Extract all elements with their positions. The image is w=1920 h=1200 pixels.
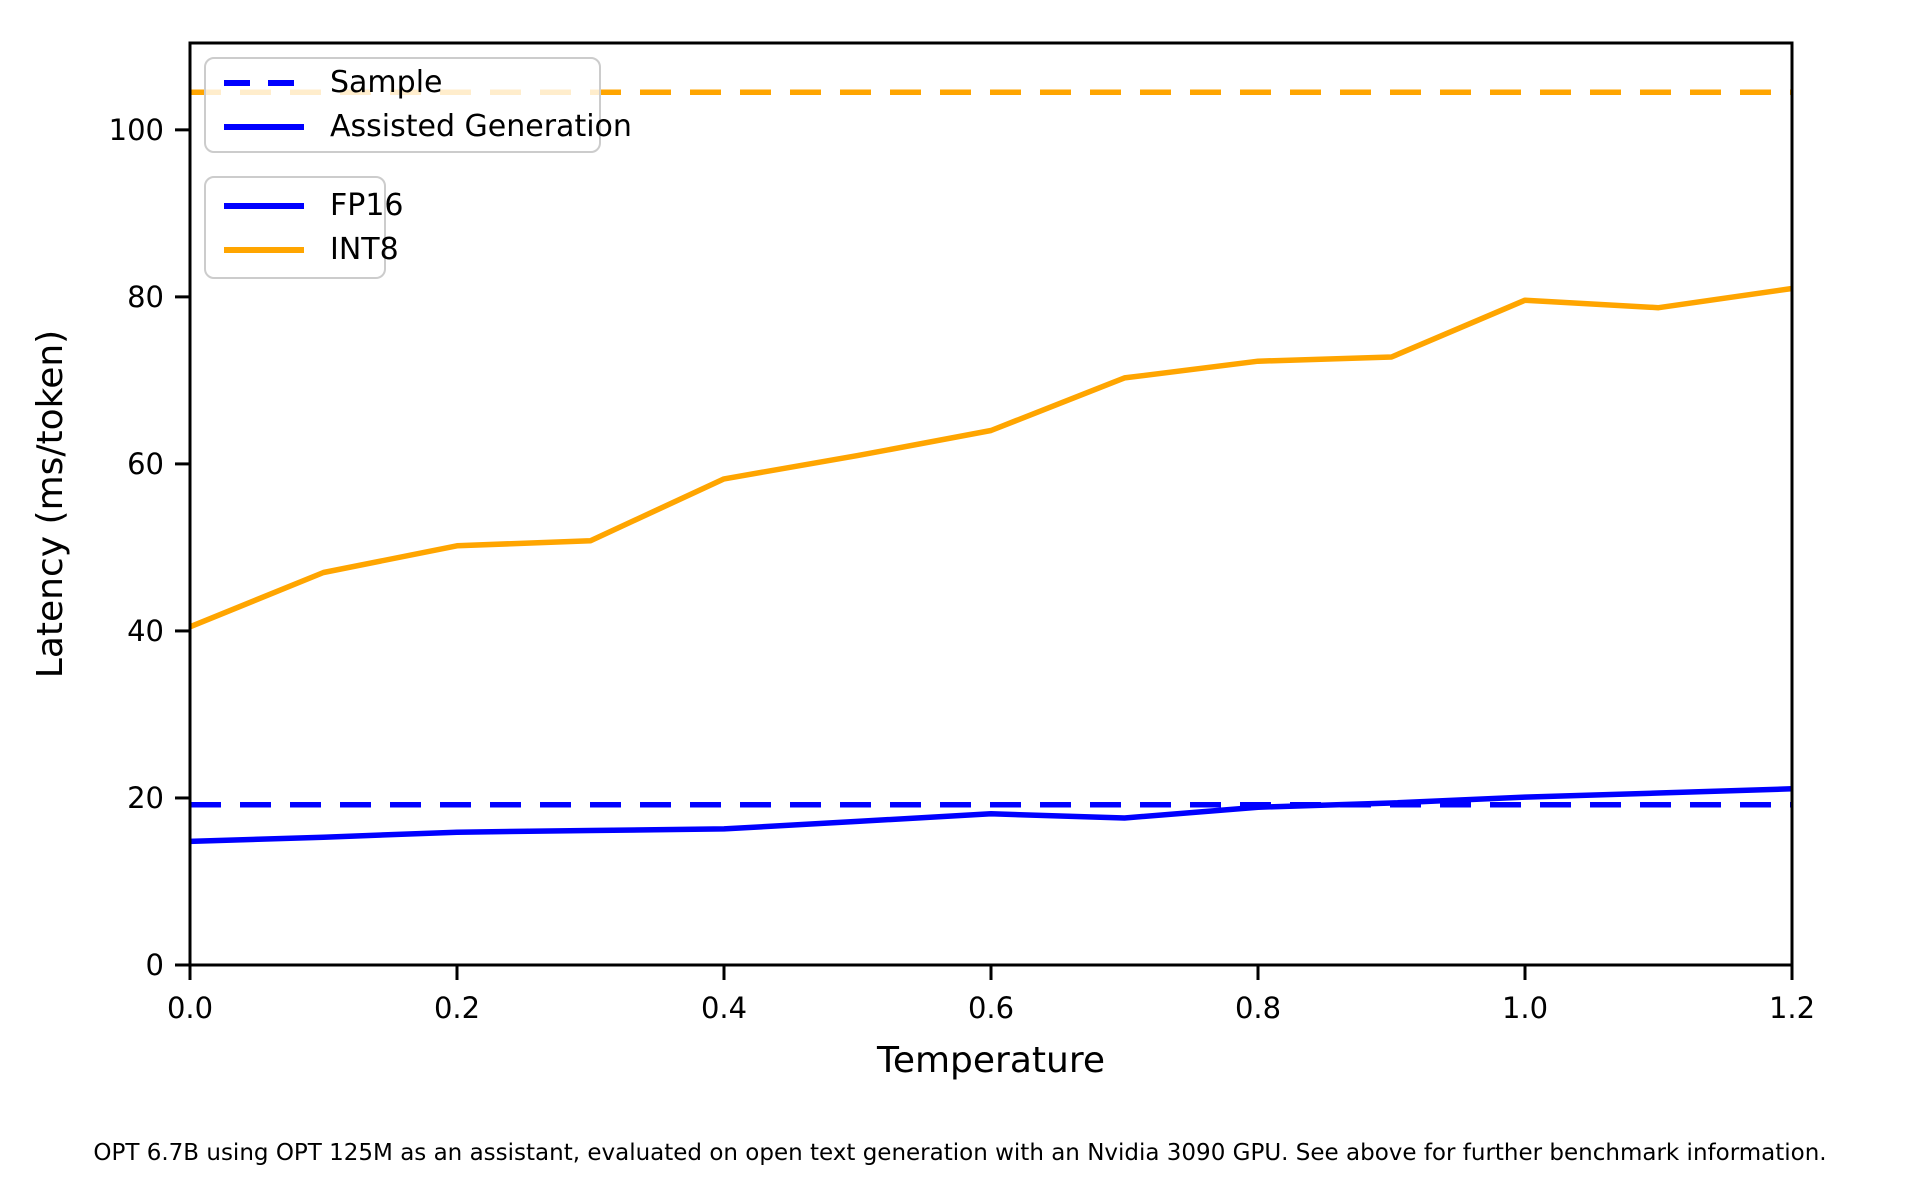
x-tick-label: 0.0	[167, 991, 213, 1025]
solid-line-swatch	[224, 202, 304, 209]
y-tick-label: 100	[109, 113, 164, 147]
x-axis-label: Temperature	[876, 1040, 1105, 1081]
y-tick-label: 20	[127, 781, 164, 815]
legend-entry-sample: Sample	[224, 68, 575, 98]
axes: 0.0 0.2 0.4 0.6 0.8 1.0 1.2 0 20 40 60 80 100	[109, 41, 1815, 1025]
y-tick-label: 0	[146, 948, 164, 982]
plot-frame	[188, 41, 1794, 967]
legend-generation-mode: Sample Assisted Generation	[204, 57, 632, 153]
y-axis-label: Latency (ms/token)	[30, 330, 71, 678]
series-line-int8-assisted-generation	[188, 285, 1793, 630]
solid-line-swatch	[224, 124, 304, 130]
x-tick-label: 1.0	[1502, 991, 1548, 1025]
legend-label: Assisted Generation	[330, 109, 632, 144]
y-tick-label: 40	[127, 614, 164, 648]
legend-label: Sample	[330, 65, 443, 100]
x-tick-label: 0.2	[434, 991, 480, 1025]
legend-label: FP16	[330, 187, 404, 223]
series-line-fp16-assisted-generation	[189, 786, 1793, 845]
solid-line-swatch	[224, 246, 304, 253]
legend-entry-assisted-generation: Assisted Generation	[224, 112, 632, 142]
legend-entry-fp16: FP16	[224, 190, 404, 221]
x-tick-label: 0.6	[968, 991, 1014, 1025]
x-tick-label: 1.2	[1769, 991, 1815, 1025]
legend-dtype: FP16 INT8	[204, 176, 404, 279]
x-tick-label: 0.8	[1235, 991, 1281, 1025]
series-lines	[188, 89, 1793, 845]
figure-caption: OPT 6.7B using OPT 125M as an assistant,…	[93, 1140, 1827, 1166]
x-tick-label: 0.4	[701, 991, 747, 1025]
dashed-line-swatch	[224, 80, 304, 86]
y-tick-label: 60	[127, 447, 164, 481]
y-tick-label: 80	[127, 280, 164, 314]
legend-entry-int8: INT8	[224, 234, 399, 265]
legend-label: INT8	[330, 231, 399, 267]
